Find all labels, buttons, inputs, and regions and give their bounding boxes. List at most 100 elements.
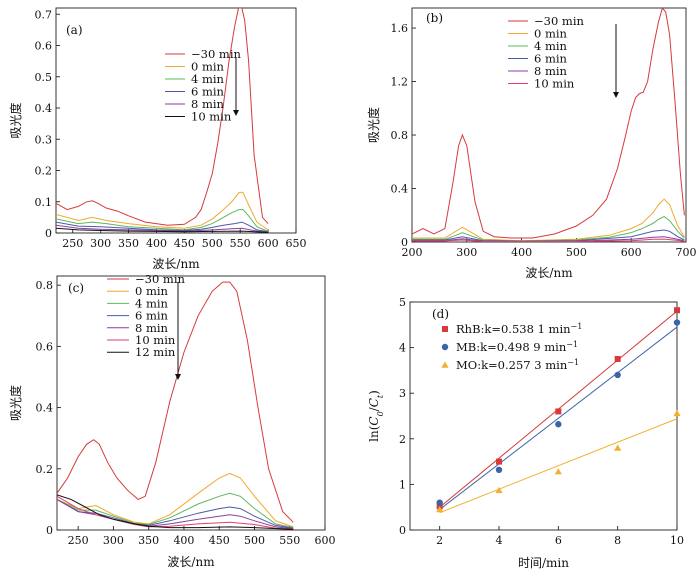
panel-label: (a): [66, 23, 83, 37]
x-tick-label: 4: [496, 534, 503, 547]
y-tick-label: 0.2: [36, 463, 54, 476]
y-tick-label: 0.4: [35, 102, 53, 115]
y-label-part: 0: [376, 411, 385, 416]
x-tick-label: 6: [555, 534, 562, 547]
y-tick-label: 1: [399, 478, 406, 491]
x-tick-label: 600: [315, 534, 336, 547]
legend-label: 0 min: [191, 60, 225, 74]
data-point: [495, 466, 503, 474]
plot-frame: [55, 7, 297, 234]
data-point: [555, 421, 562, 428]
legend-label: RhB:k=0.538 1 min−1: [456, 322, 582, 337]
legend-label: MB:k=0.498 9 min−1: [456, 340, 578, 355]
y-axis-label: 吸光度: [8, 385, 23, 421]
x-tick-label: 700: [676, 246, 697, 259]
x-tick-label: 10: [670, 534, 684, 547]
x-tick-label: 400: [173, 534, 194, 547]
series-line-0: [56, 8, 269, 226]
legend-label: 4 min: [135, 296, 169, 310]
y-label-part: ln(: [367, 426, 381, 442]
y-tick-label: 0.4: [391, 183, 409, 196]
x-tick-label: 400: [511, 246, 532, 259]
series-line-1: [412, 198, 685, 242]
y-tick-label: 0.3: [35, 133, 53, 146]
data-point: [495, 486, 503, 494]
legend-label-name: MB:: [456, 340, 480, 354]
y-tick-label: 0.4: [36, 402, 54, 415]
legend-label: 10 min: [534, 77, 575, 91]
series-line-3: [56, 221, 269, 233]
data-point: [555, 408, 562, 415]
legend-label: 0 min: [534, 27, 568, 41]
legend-label: 6 min: [534, 52, 568, 66]
trend-arrow-head: [175, 374, 181, 380]
y-tick-label: 1.2: [391, 76, 409, 89]
legend-label: 8 min: [191, 97, 225, 111]
y-label-part: C: [367, 398, 381, 407]
x-axis-label: 时间/min: [518, 556, 569, 570]
x-axis-label: 波长/nm: [152, 257, 200, 271]
series-line-6: [57, 494, 294, 530]
panel-label: (c): [68, 281, 84, 295]
data-point: [614, 444, 622, 451]
y-tick-label: 0.7: [35, 8, 53, 21]
x-tick-label: 600: [258, 237, 279, 250]
series-line-4: [57, 498, 294, 530]
plot-frame: [409, 301, 678, 531]
legend-label: 0 min: [135, 284, 169, 298]
panel-label: (d): [432, 307, 449, 321]
data-point: [436, 505, 444, 513]
y-axis-label: 吸光度: [8, 102, 23, 138]
x-tick-label: 8: [614, 534, 621, 547]
x-tick-label: 400: [146, 237, 167, 250]
y-tick-label: 0.6: [35, 40, 53, 53]
series-line-0: [412, 8, 685, 239]
x-axis-label: 波长/nm: [167, 555, 215, 569]
y-tick-label: 0: [45, 227, 52, 240]
y-tick-label: 0: [399, 524, 406, 537]
trend-arrow-head: [233, 110, 239, 116]
y-label-part: /: [367, 406, 381, 411]
legend-label: MO:k=0.257 3 min−1: [456, 358, 579, 373]
series-line-2: [57, 492, 294, 529]
x-tick-label: 550: [230, 237, 251, 250]
legend-label-sup: −1: [567, 358, 579, 367]
legend-label: 4 min: [534, 39, 568, 53]
y-tick-label: 0.1: [35, 196, 53, 209]
legend-label-k: k=0.498 9 min: [480, 340, 567, 354]
y-label-part: C: [367, 416, 381, 425]
series-line-3: [412, 229, 685, 242]
chart-panel-d: 2 4 6 8 10012345时间/minln(C0/Ct)(d)RhB:k=0.53…: [367, 296, 684, 570]
series-line-1: [57, 472, 294, 528]
legend-label: −30 min: [534, 14, 585, 28]
x-axis-label: 波长/nm: [525, 266, 573, 280]
x-tick-label: 500: [566, 246, 587, 259]
legend-label: −30 min: [191, 47, 242, 61]
legend-label-name: MO:: [456, 358, 481, 372]
data-point: [673, 319, 681, 326]
x-tick-label: 300: [103, 534, 124, 547]
x-tick-label: 350: [118, 237, 139, 250]
legend-label-name: RhB:: [456, 322, 484, 336]
data-point: [554, 468, 562, 475]
data-point: [673, 409, 681, 417]
x-tick-label: 350: [138, 534, 159, 547]
y-axis-label: ln(C0/Ct): [367, 390, 385, 442]
legend-label: −30 min: [135, 272, 186, 286]
series-line-1: [56, 191, 269, 231]
y-label-part: ): [367, 390, 381, 395]
x-tick-label: 450: [209, 534, 230, 547]
y-tick-label: 0.8: [391, 129, 409, 142]
trend-arrow-head: [613, 92, 619, 98]
chart-panel-b: 200 300 400 500 600 700 0 0.4 0.8 1.2 1.6 波长/nm 吸光度 (…: [366, 7, 697, 280]
legend: RhB:k=0.538 1 min−1MB:k=0.498 9 min−1MO:…: [441, 322, 582, 373]
legend-marker: [442, 326, 448, 332]
chart-panel-c: 250 300 350 400 450 500 550 600 0 0.2 0.4 0.6 0.8 波长/…: [8, 272, 336, 569]
fit-line-2: [439, 418, 678, 514]
legend-label-k: k=0.538 1 min: [484, 322, 571, 336]
data-point: [674, 307, 680, 314]
legend-label: 4 min: [191, 72, 225, 86]
x-tick-label: 300: [90, 237, 111, 250]
x-tick-label: 300: [456, 246, 477, 259]
